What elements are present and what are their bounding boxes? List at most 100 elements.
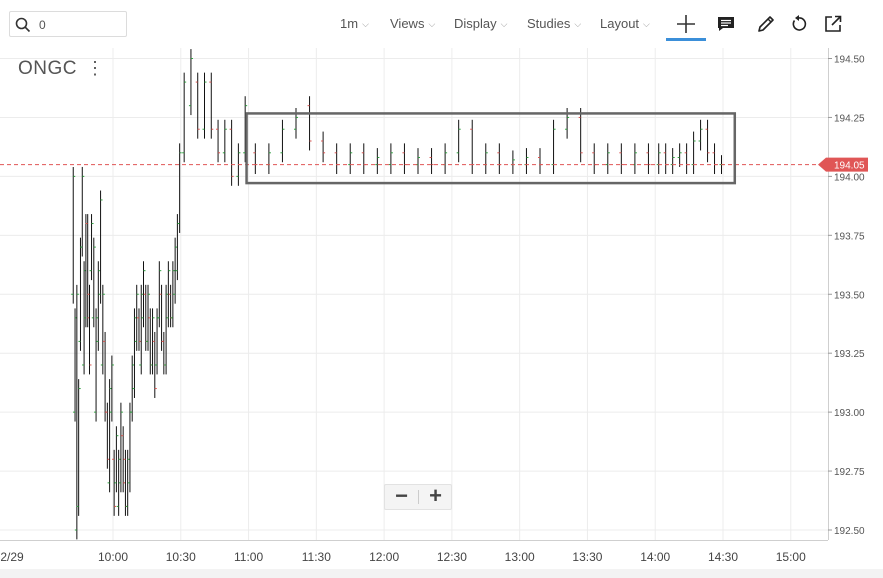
popout-icon[interactable] [822, 13, 844, 35]
y-axis-tick-label: 192.50 [834, 526, 865, 537]
interval-menu[interactable]: 1m ⌵ [340, 16, 369, 31]
price-bar [150, 308, 155, 375]
price-bar [321, 131, 326, 163]
price-bar [361, 143, 366, 175]
symbol-search-box[interactable] [9, 11, 127, 37]
rectangle-annotation [245, 112, 737, 185]
price-bar [222, 119, 227, 163]
price-bar [646, 143, 651, 175]
price-bar [157, 261, 162, 328]
price-bar [670, 148, 675, 175]
price-bar [663, 143, 668, 175]
crosshair-icon[interactable] [675, 13, 697, 35]
price-bar [164, 284, 169, 375]
price-bar [538, 148, 542, 175]
price-bar [139, 284, 144, 375]
price-bar [146, 284, 151, 351]
price-bar [605, 143, 610, 175]
price-bar [578, 108, 583, 163]
views-menu[interactable]: Views ⌵ [390, 16, 435, 31]
price-bar [524, 148, 529, 175]
y-axis-tick-label: 193.25 [834, 349, 865, 360]
price-bar [229, 119, 234, 186]
price-bar [632, 143, 637, 175]
zoom-out-button[interactable]: − [395, 483, 408, 508]
layout-label: Layout [600, 16, 640, 31]
price-bar [619, 143, 624, 175]
chart-toolbar: 1m⌵ Views⌵ Display⌵ Studies⌵ Layout⌵ [0, 0, 883, 48]
chevron-down-icon: ⌵ [574, 19, 582, 29]
x-axis-tick-label: 11:00 [234, 550, 263, 564]
price-bar [132, 308, 137, 398]
price-bar [456, 119, 461, 163]
price-bar [195, 72, 200, 139]
price-bar [712, 143, 717, 175]
price-bar [334, 143, 339, 175]
price-bar [105, 402, 110, 469]
x-axis-tick-label: 13:30 [572, 550, 602, 564]
price-bar [173, 237, 178, 304]
x-axis-tick-label: 11:30 [302, 550, 331, 564]
price-bar [100, 284, 105, 375]
y-axis-tick-label: 193.75 [834, 231, 865, 242]
pencil-icon[interactable] [755, 13, 777, 35]
price-bar [125, 449, 130, 516]
price-bar [307, 96, 312, 151]
price-bar [177, 143, 182, 233]
symbol-menu-icon[interactable]: ⋮ [86, 58, 104, 78]
price-bars [71, 49, 724, 540]
y-axis-tick-label: 193.50 [834, 290, 865, 301]
y-axis-tick-label: 194.00 [834, 172, 865, 183]
price-bar [152, 331, 157, 398]
last-price-tag [818, 157, 868, 172]
display-menu[interactable]: Display ⌵ [454, 16, 507, 31]
y-axis-tick-label: 192.75 [834, 467, 865, 478]
y-axis-tick-label: 194.50 [834, 55, 865, 66]
price-bar [103, 331, 108, 422]
price-bar [684, 143, 689, 175]
price-bar [87, 284, 92, 375]
x-axis-tick-label: 14:00 [640, 550, 670, 564]
price-bar [118, 402, 123, 493]
price-bar [497, 143, 502, 175]
zoom-in-button[interactable]: + [429, 483, 442, 508]
price-bar [280, 119, 285, 163]
price-bar [483, 143, 488, 175]
undo-icon[interactable] [788, 13, 810, 35]
price-bar [121, 426, 126, 493]
price-bar [705, 119, 710, 163]
x-axis-tick-label: 12:30 [437, 550, 467, 564]
studies-label: Studies [527, 16, 571, 31]
price-bar [691, 131, 696, 175]
price-bar [127, 402, 132, 493]
price-chart[interactable]: 194.50 194.25 194.00 193.75 193.50 193.25 193.… [0, 48, 883, 578]
price-bar [168, 284, 173, 328]
price-bar [592, 143, 597, 175]
x-axis-tick-label: 10:00 [98, 550, 128, 564]
layout-menu[interactable]: Layout ⌵ [600, 16, 650, 31]
price-bar [94, 308, 99, 422]
x-axis-tick-label: 2/29 [0, 550, 24, 564]
search-input[interactable] [37, 15, 125, 35]
x-axis-tick-label: 13:00 [505, 550, 535, 564]
display-label: Display [454, 16, 497, 31]
price-bar [96, 261, 101, 351]
price-bar [80, 166, 85, 257]
x-axis-tick-label: 10:30 [166, 550, 196, 564]
price-bar [209, 72, 214, 139]
search-icon [15, 17, 31, 33]
price-bar [136, 308, 141, 351]
price-bar [112, 449, 117, 516]
chevron-down-icon: ⌵ [428, 19, 436, 29]
price-bar [677, 143, 682, 167]
comment-icon[interactable] [715, 13, 737, 35]
price-bar [470, 119, 475, 175]
studies-menu[interactable]: Studies ⌵ [527, 16, 581, 31]
price-bar [216, 119, 221, 163]
x-axis-tick-label: 14:30 [708, 550, 738, 564]
price-bar [188, 49, 193, 116]
last-price-label: 194.05 [834, 161, 865, 172]
y-axis-tick-label: 194.25 [834, 113, 865, 124]
price-bar [266, 143, 271, 175]
price-bar [166, 261, 171, 328]
